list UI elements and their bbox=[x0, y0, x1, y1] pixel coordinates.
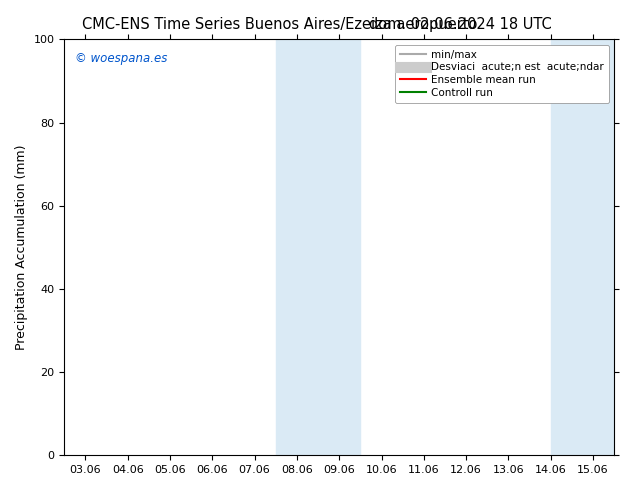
Text: CMC-ENS Time Series Buenos Aires/Ezeiza aeropuerto: CMC-ENS Time Series Buenos Aires/Ezeiza … bbox=[82, 17, 478, 32]
Text: © woespana.es: © woespana.es bbox=[75, 52, 167, 65]
Y-axis label: Precipitation Accumulation (mm): Precipitation Accumulation (mm) bbox=[15, 145, 28, 350]
Bar bbox=[551, 40, 614, 455]
Bar bbox=[276, 40, 360, 455]
Text: dom. 02.06.2024 18 UTC: dom. 02.06.2024 18 UTC bbox=[369, 17, 552, 32]
Legend: min/max, Desviaci  acute;n est  acute;ndar, Ensemble mean run, Controll run: min/max, Desviaci acute;n est acute;ndar… bbox=[394, 45, 609, 103]
